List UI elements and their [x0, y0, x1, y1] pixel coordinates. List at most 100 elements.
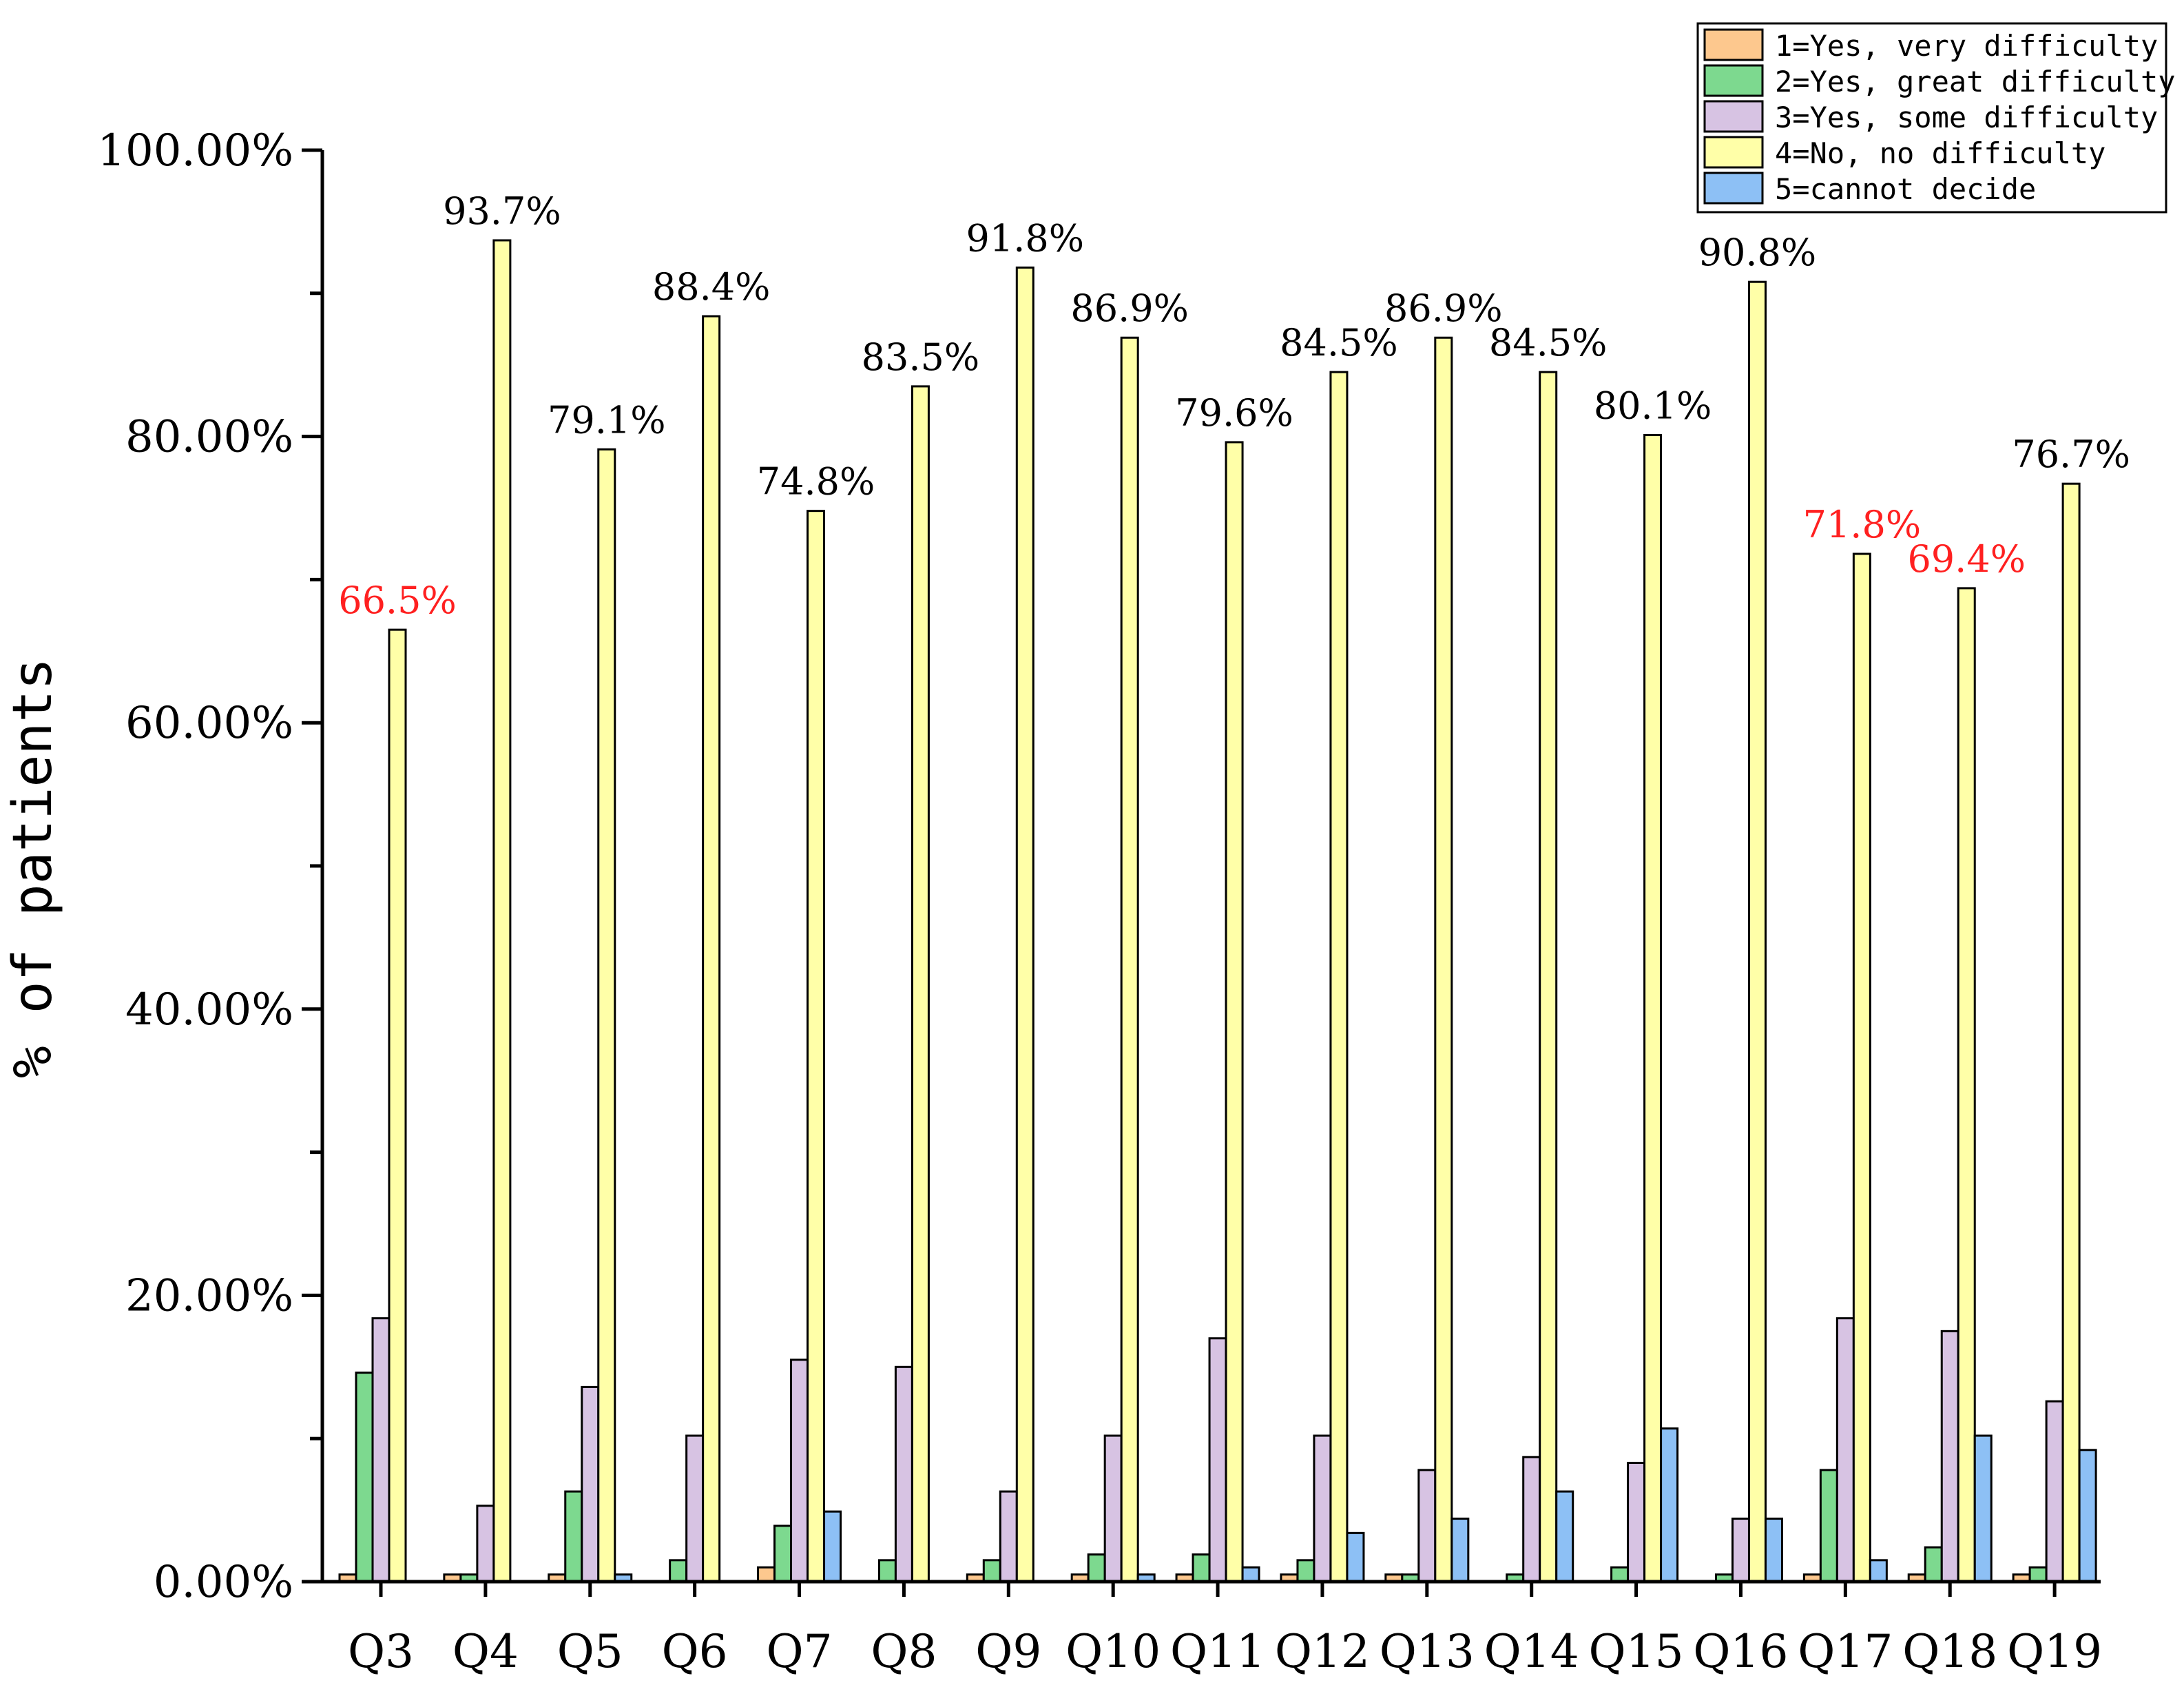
- bar-q3-series-2: [355, 1372, 374, 1583]
- bar-q12-series-5: [1346, 1531, 1365, 1583]
- bar-q16-series-5: [1764, 1518, 1783, 1583]
- bar-q19-series-4: [2061, 482, 2081, 1583]
- legend-label-5: 5=cannot decide: [1775, 172, 2036, 206]
- y-tick-label: 100.00%: [97, 125, 293, 176]
- bar-q19-series-5: [2078, 1449, 2097, 1583]
- bar-q13-series-5: [1450, 1518, 1470, 1583]
- bar-q7-series-1: [757, 1566, 776, 1583]
- data-label-q16: 90.8%: [1698, 231, 1817, 274]
- bar-q14-series-4: [1539, 371, 1558, 1583]
- bar-q17-series-5: [1869, 1559, 1888, 1583]
- x-tick-label-q6: Q6: [662, 1625, 728, 1678]
- legend-label-3: 3=Yes, some difficulty: [1775, 101, 2158, 134]
- data-label-q9: 91.8%: [966, 216, 1085, 260]
- bar-q6-series-4: [702, 315, 721, 1583]
- bar-q15-series-3: [1627, 1462, 1646, 1583]
- bar-q9-series-3: [999, 1490, 1018, 1583]
- bar-q13-series-3: [1417, 1469, 1437, 1583]
- data-label-q17: 71.8%: [1803, 503, 1922, 546]
- x-tick-label-q19: Q19: [2007, 1625, 2102, 1678]
- bar-q7-series-5: [823, 1510, 842, 1583]
- data-label-q3: 66.5%: [338, 579, 457, 622]
- bar-q7-series-3: [790, 1358, 809, 1583]
- bar-q8-series-3: [894, 1365, 913, 1583]
- bar-q17-series-4: [1852, 552, 1871, 1583]
- legend-swatch-4: [1703, 136, 1764, 169]
- legend-label-2: 2=Yes, great difficulty: [1775, 65, 2176, 99]
- y-tick-label: 80.00%: [125, 412, 293, 463]
- legend-swatch-5: [1703, 172, 1764, 205]
- x-tick-label-q11: Q11: [1170, 1625, 1265, 1678]
- bars-layer: [338, 239, 2097, 1583]
- x-tick-label-q7: Q7: [766, 1625, 832, 1678]
- y-axis-label: % of patients: [2, 658, 64, 1078]
- bar-q8-series-4: [911, 385, 930, 1583]
- legend-box: [1696, 22, 2167, 214]
- x-tick-label-q10: Q10: [1065, 1625, 1161, 1678]
- legend-label-1: 1=Yes, very difficulty: [1775, 29, 2158, 63]
- bar-q4-series-4: [492, 239, 512, 1583]
- bar-q13-series-4: [1434, 336, 1453, 1583]
- bar-q3-series-4: [388, 628, 407, 1583]
- y-tick-label: 40.00%: [125, 984, 293, 1035]
- data-label-q6: 88.4%: [652, 265, 771, 309]
- y-tick-label: 0.00%: [154, 1557, 293, 1608]
- bar-q14-series-3: [1522, 1456, 1541, 1583]
- data-label-q10: 86.9%: [1070, 287, 1189, 330]
- bar-q10-series-4: [1120, 336, 1139, 1583]
- data-label-q4: 93.7%: [443, 189, 561, 233]
- y-ticks-layer: 0.00% 20.00% 40.00% 60.00% 80.00% 100.00%: [97, 125, 322, 1608]
- bar-q15-series-5: [1660, 1427, 1679, 1583]
- bar-q15-series-2: [1610, 1566, 1630, 1583]
- bar-q18-series-2: [1924, 1546, 1943, 1583]
- bar-q17-series-3: [1835, 1317, 1855, 1583]
- data-label-q5: 79.1%: [548, 398, 666, 442]
- data-label-q8: 83.5%: [862, 335, 980, 379]
- bar-q18-series-4: [1957, 587, 1976, 1583]
- bar-q5-series-2: [564, 1490, 583, 1583]
- x-tick-label-q9: Q9: [975, 1625, 1041, 1678]
- bar-q19-series-2: [2028, 1566, 2048, 1583]
- x-tick-label-q8: Q8: [871, 1625, 937, 1678]
- bar-q10-series-3: [1103, 1434, 1123, 1583]
- x-tick-label-q15: Q15: [1589, 1625, 1684, 1678]
- legend-swatch-2: [1703, 64, 1764, 97]
- data-label-q12: 84.5%: [1280, 321, 1398, 364]
- bar-q10-series-2: [1087, 1553, 1106, 1583]
- x-tick-label-q3: Q3: [348, 1625, 414, 1678]
- bar-q16-series-4: [1747, 280, 1767, 1583]
- bar-q12-series-3: [1313, 1434, 1332, 1583]
- bar-q6-series-2: [669, 1559, 688, 1583]
- bar-q12-series-2: [1296, 1559, 1315, 1583]
- data-label-q19: 76.7%: [2012, 433, 2130, 476]
- bar-q19-series-3: [2045, 1400, 2064, 1583]
- bar-q11-series-5: [1241, 1566, 1260, 1583]
- y-tick-label: 20.00%: [125, 1270, 293, 1321]
- bar-q11-series-2: [1192, 1553, 1211, 1583]
- x-tick-label-q4: Q4: [453, 1625, 519, 1678]
- legend-label-4: 4=No, no difficulty: [1775, 136, 2105, 170]
- bar-q16-series-3: [1731, 1518, 1750, 1583]
- bar-q9-series-4: [1015, 266, 1034, 1583]
- bar-q17-series-2: [1819, 1469, 1838, 1583]
- bar-q6-series-3: [685, 1434, 705, 1583]
- bar-q11-series-4: [1225, 441, 1244, 1583]
- data-label-q7: 74.8%: [757, 460, 875, 504]
- data-label-q18: 69.4%: [1907, 537, 2026, 581]
- bar-q15-series-4: [1643, 434, 1663, 1583]
- bar-q12-series-4: [1329, 371, 1349, 1583]
- bar-q14-series-5: [1555, 1490, 1574, 1583]
- data-label-q15: 80.1%: [1594, 384, 1712, 428]
- bar-q7-series-2: [773, 1524, 793, 1583]
- x-tick-label-q16: Q16: [1693, 1625, 1788, 1678]
- data-label-q14: 84.5%: [1489, 321, 1608, 364]
- bar-q8-series-2: [877, 1559, 897, 1583]
- x-tick-label-q17: Q17: [1798, 1625, 1893, 1678]
- x-tick-label-q14: Q14: [1484, 1625, 1579, 1678]
- data-label-q13: 86.9%: [1384, 287, 1503, 330]
- y-tick-label: 60.00%: [125, 698, 293, 749]
- x-categories-layer: Q3 Q4 Q5 Q6 Q7 Q8 Q9 Q10 Q11 Q12 Q13 Q14 Q15 Q16 Q17 Q1…: [348, 1625, 2102, 1678]
- x-tick-label-q5: Q5: [557, 1625, 623, 1678]
